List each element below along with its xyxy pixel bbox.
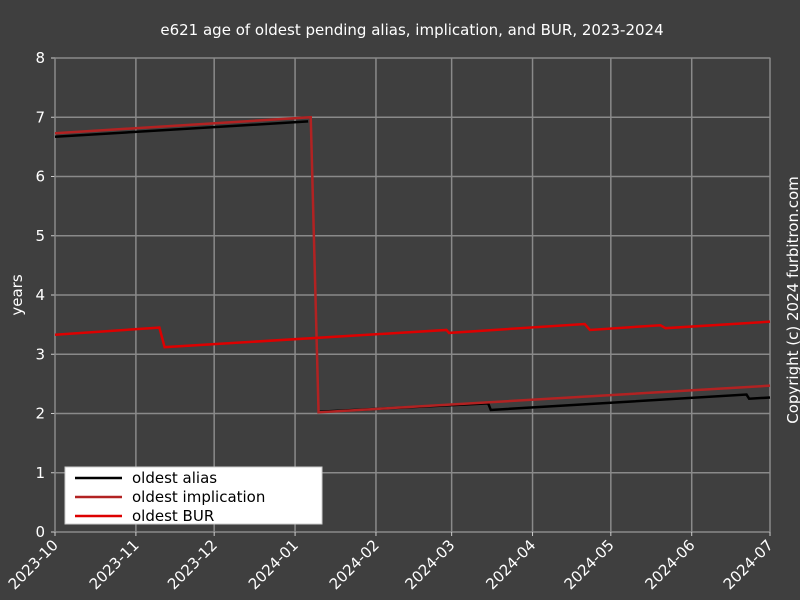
chart-title: e621 age of oldest pending alias, implic…	[160, 21, 663, 39]
y-tick-label: 3	[35, 345, 45, 363]
legend-box	[64, 466, 323, 525]
x-tick-label: 2024-07	[720, 536, 777, 593]
x-tick-label: 2023-11	[86, 536, 143, 593]
x-tick-label: 2024-02	[326, 536, 383, 593]
y-tick-label: 7	[35, 108, 45, 126]
y-tick-label: 1	[35, 464, 45, 482]
legend-label: oldest alias	[132, 469, 217, 487]
y-tick-label: 5	[35, 227, 45, 245]
x-tick-label: 2024-03	[401, 536, 458, 593]
y-tick-label: 6	[35, 168, 45, 186]
x-tick-label: 2024-05	[561, 536, 618, 593]
series-line	[54, 320, 771, 349]
y-tick-label: 0	[35, 523, 45, 541]
y-tick-label: 4	[35, 286, 45, 304]
legend-label: oldest BUR	[132, 507, 214, 525]
y-tick-label: 8	[35, 49, 45, 67]
series-line	[54, 120, 771, 413]
copyright: Copyright (c) 2024 furbitron.com	[784, 176, 800, 424]
x-tick-label: 2024-04	[482, 536, 539, 593]
legend-label: oldest implication	[132, 488, 265, 506]
y-tick-label: 2	[35, 405, 45, 423]
y-axis-label: years	[8, 274, 26, 315]
series-line	[54, 115, 771, 414]
x-tick-label: 2023-10	[5, 536, 62, 593]
x-tick-label: 2023-12	[164, 536, 221, 593]
x-tick-label: 2024-01	[245, 536, 302, 593]
x-tick-label: 2024-06	[641, 536, 698, 593]
